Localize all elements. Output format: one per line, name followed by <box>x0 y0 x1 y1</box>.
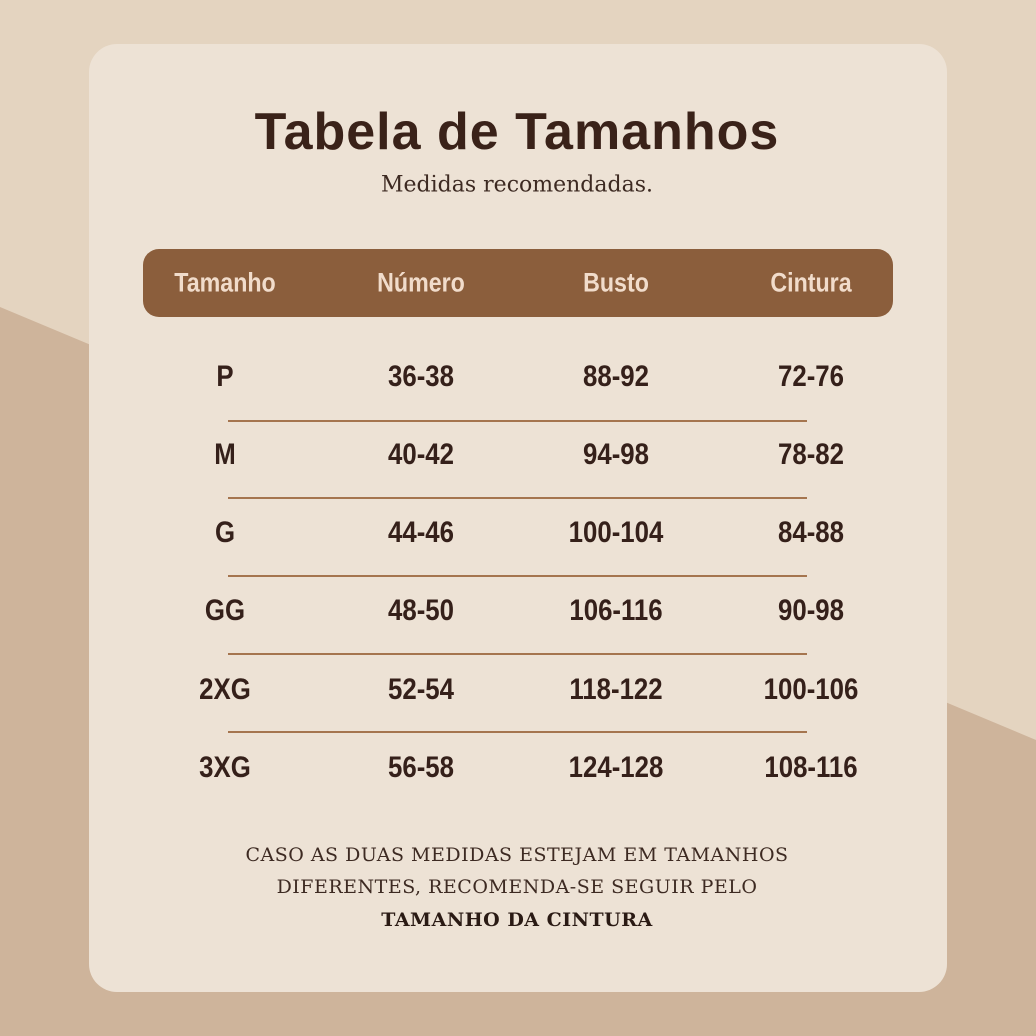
column-header-label: Busto <box>583 267 649 298</box>
table-cell: 40-42 <box>383 438 460 472</box>
column-header-label: Cintura <box>770 267 852 298</box>
column-header: Tamanho <box>166 268 284 299</box>
table-cell-value: 36-38 <box>388 360 454 393</box>
table-cell-value: GG <box>204 594 246 627</box>
table-cell: 88-92 <box>578 360 655 394</box>
table-cell: G <box>213 516 236 550</box>
table-cell: 90-98 <box>773 594 850 628</box>
note-line-3: TAMANHO DA CINTURA <box>381 909 653 931</box>
table-cell: 124-128 <box>561 751 671 785</box>
column-header: Busto <box>578 268 655 299</box>
table-cell-value: G <box>214 516 236 549</box>
table-cell-value: 88-92 <box>583 360 649 393</box>
row-divider <box>228 420 807 422</box>
row-divider <box>228 497 807 499</box>
table-cell: GG <box>202 594 249 628</box>
page-title: Tabela de Tamanhos <box>254 103 780 161</box>
table-cell: 84-88 <box>773 516 850 550</box>
column-header-label: Número <box>377 267 465 298</box>
page-subtitle: Medidas recomendadas. <box>381 172 653 198</box>
table-cell: 48-50 <box>383 594 460 628</box>
row-divider <box>228 653 807 655</box>
table-cell-value: 52-54 <box>388 673 454 706</box>
table-cell-value: P <box>216 360 234 393</box>
note-line-2: DIFERENTES, RECOMENDA-SE SEGUIR PELO <box>276 876 758 898</box>
table-cell: 72-76 <box>773 360 850 394</box>
table-cell: M <box>213 438 238 472</box>
table-cell-value: 94-98 <box>583 438 649 471</box>
table-cell-value: M <box>214 438 236 471</box>
table-cell: 52-54 <box>383 673 460 707</box>
table-cell: 78-82 <box>773 438 850 472</box>
column-header: Número <box>370 268 472 299</box>
table-cell-value: 118-122 <box>569 673 663 706</box>
table-cell-value: 124-128 <box>568 751 664 784</box>
table-cell-value: 100-104 <box>568 516 664 549</box>
row-divider <box>228 575 807 577</box>
table-cell: 56-58 <box>383 751 460 785</box>
table-cell: 2XG <box>195 673 255 707</box>
row-divider <box>228 731 807 733</box>
table-cell-value: 56-58 <box>388 751 454 784</box>
size-chart-card <box>89 44 947 992</box>
table-cell-value: 48-50 <box>388 594 454 627</box>
table-header <box>143 249 893 317</box>
column-header-label: Tamanho <box>174 267 276 298</box>
table-cell: 100-104 <box>561 516 671 550</box>
table-cell: 44-46 <box>383 516 460 550</box>
table-cell: P <box>215 360 235 394</box>
table-cell-value: 44-46 <box>388 516 454 549</box>
table-cell-value: 106-116 <box>569 594 663 627</box>
table-cell-value: 78-82 <box>778 438 844 471</box>
table-cell: 36-38 <box>383 360 460 394</box>
column-header: Cintura <box>764 268 859 299</box>
table-cell-value: 100-106 <box>763 673 859 706</box>
table-cell-value: 2XG <box>199 673 251 706</box>
table-cell: 106-116 <box>562 594 670 628</box>
table-cell: 3XG <box>195 751 255 785</box>
table-cell-value: 108-116 <box>764 751 858 784</box>
table-cell-value: 72-76 <box>778 360 844 393</box>
table-cell: 100-106 <box>756 673 866 707</box>
note-line-1: CASO AS DUAS MEDIDAS ESTEJAM EM TAMANHOS <box>245 844 789 866</box>
table-cell-value: 40-42 <box>388 438 454 471</box>
table-cell: 94-98 <box>578 438 655 472</box>
table-cell: 118-122 <box>562 673 670 707</box>
table-cell-value: 84-88 <box>778 516 844 549</box>
table-cell-value: 90-98 <box>778 594 844 627</box>
table-cell-value: 3XG <box>199 751 251 784</box>
table-cell: 108-116 <box>757 751 865 785</box>
